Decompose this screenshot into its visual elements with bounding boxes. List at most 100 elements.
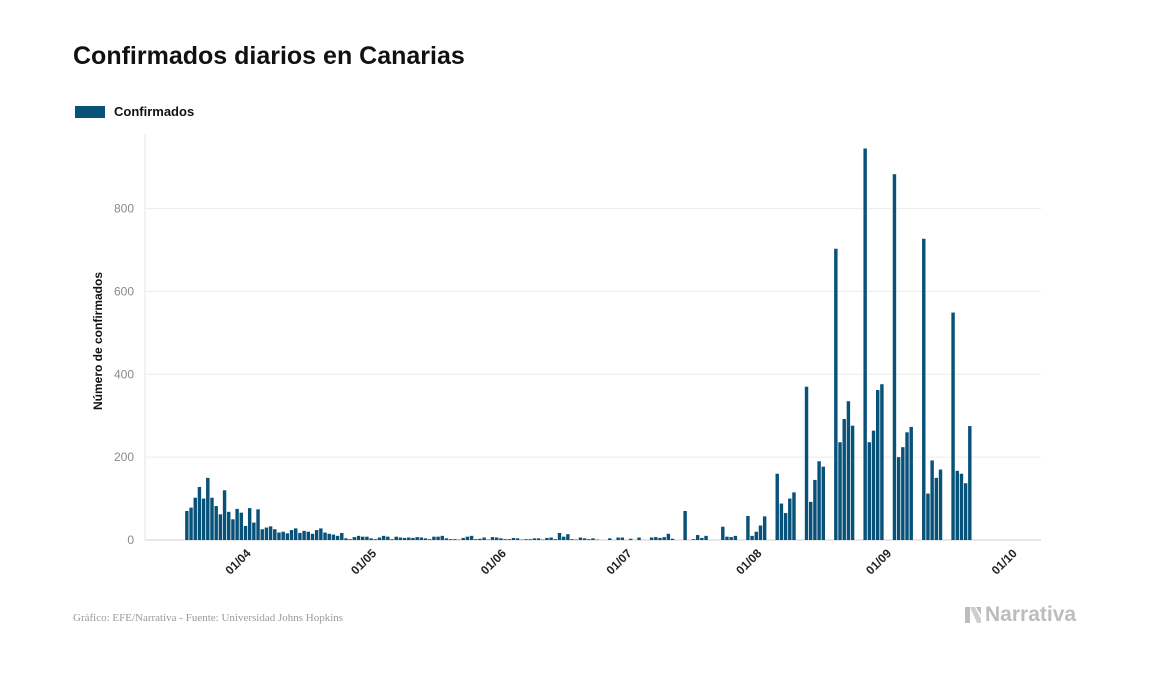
bar bbox=[470, 536, 473, 540]
bar bbox=[813, 480, 816, 540]
bar bbox=[704, 536, 707, 540]
bar bbox=[776, 474, 779, 540]
bar bbox=[478, 539, 481, 540]
y-tick-label: 200 bbox=[114, 450, 134, 464]
bar bbox=[273, 529, 276, 540]
bar bbox=[621, 538, 624, 540]
bar bbox=[265, 528, 268, 540]
bar bbox=[822, 467, 825, 540]
bar bbox=[240, 513, 243, 540]
bar bbox=[399, 538, 402, 540]
bar bbox=[667, 534, 670, 540]
bar bbox=[784, 513, 787, 540]
bar bbox=[286, 533, 289, 540]
bar bbox=[449, 539, 452, 540]
bar bbox=[219, 514, 222, 540]
bar bbox=[964, 483, 967, 540]
source-credit: Gráfico: EFE/Narrativa - Fuente: Univers… bbox=[73, 612, 343, 624]
bar bbox=[734, 536, 737, 540]
x-tick-label: 01/05 bbox=[348, 546, 379, 577]
bar bbox=[851, 426, 854, 540]
bar bbox=[503, 539, 506, 540]
bar bbox=[369, 538, 372, 540]
bar bbox=[319, 528, 322, 540]
bars bbox=[185, 149, 971, 541]
bar bbox=[461, 538, 464, 540]
bar bbox=[729, 537, 732, 540]
bar bbox=[441, 536, 444, 540]
bar bbox=[361, 537, 364, 540]
bar bbox=[876, 390, 879, 540]
bar bbox=[834, 249, 837, 540]
bar bbox=[763, 516, 766, 540]
bar bbox=[332, 535, 335, 540]
bar bbox=[235, 509, 238, 540]
y-axis-title: Número de confirmados bbox=[91, 272, 105, 410]
bar bbox=[960, 474, 963, 540]
x-axis-ticks: 01/04 01/05 01/06 01/07 01/08 01/09 01/10 bbox=[222, 546, 1020, 577]
bar bbox=[386, 537, 389, 540]
bar bbox=[261, 529, 264, 540]
bar bbox=[210, 498, 213, 540]
bar bbox=[868, 442, 871, 540]
bar bbox=[549, 538, 552, 540]
bar bbox=[340, 533, 343, 540]
bar bbox=[558, 533, 561, 540]
bar bbox=[302, 531, 305, 540]
bar bbox=[554, 539, 557, 540]
bar bbox=[905, 432, 908, 540]
bar bbox=[654, 537, 657, 540]
y-tick-label: 800 bbox=[114, 202, 134, 216]
bar bbox=[909, 427, 912, 540]
bar bbox=[491, 537, 494, 540]
bar bbox=[420, 538, 423, 540]
bar bbox=[880, 384, 883, 540]
bar bbox=[939, 470, 942, 540]
bar bbox=[897, 457, 900, 540]
x-tick-label: 01/04 bbox=[222, 546, 253, 577]
bar bbox=[591, 538, 594, 540]
bar bbox=[432, 537, 435, 540]
bar bbox=[328, 534, 331, 540]
x-tick-label: 01/10 bbox=[989, 546, 1020, 577]
brand-name: Narrativa bbox=[985, 603, 1076, 627]
bar bbox=[445, 538, 448, 540]
bar bbox=[893, 174, 896, 540]
bar bbox=[746, 516, 749, 540]
bar bbox=[725, 537, 728, 540]
bar bbox=[403, 538, 406, 540]
bar bbox=[357, 536, 360, 540]
bar bbox=[629, 539, 632, 540]
bar bbox=[579, 538, 582, 540]
bar bbox=[809, 502, 812, 540]
bar bbox=[901, 447, 904, 540]
bar bbox=[378, 538, 381, 540]
bar bbox=[466, 537, 469, 540]
bar bbox=[817, 461, 820, 540]
bar bbox=[508, 539, 511, 540]
bar bbox=[872, 431, 875, 540]
bar bbox=[231, 519, 234, 540]
bar bbox=[583, 538, 586, 540]
bar bbox=[516, 538, 519, 540]
bar bbox=[842, 419, 845, 540]
bar bbox=[838, 442, 841, 540]
y-axis-ticks: 0 200 400 600 800 bbox=[114, 202, 134, 547]
x-tick-label: 01/09 bbox=[863, 546, 894, 577]
bar bbox=[248, 508, 251, 540]
bar bbox=[968, 426, 971, 540]
bar bbox=[244, 526, 247, 540]
bar bbox=[935, 478, 938, 540]
bar bbox=[336, 536, 339, 540]
bar bbox=[294, 528, 297, 540]
bar bbox=[390, 539, 393, 540]
bar bbox=[365, 537, 368, 540]
bar bbox=[227, 512, 230, 540]
bar bbox=[863, 149, 866, 541]
bar bbox=[344, 538, 347, 540]
bar bbox=[805, 387, 808, 540]
bar bbox=[616, 538, 619, 540]
bar bbox=[194, 498, 197, 540]
bar bbox=[474, 539, 477, 540]
bar bbox=[269, 526, 272, 540]
